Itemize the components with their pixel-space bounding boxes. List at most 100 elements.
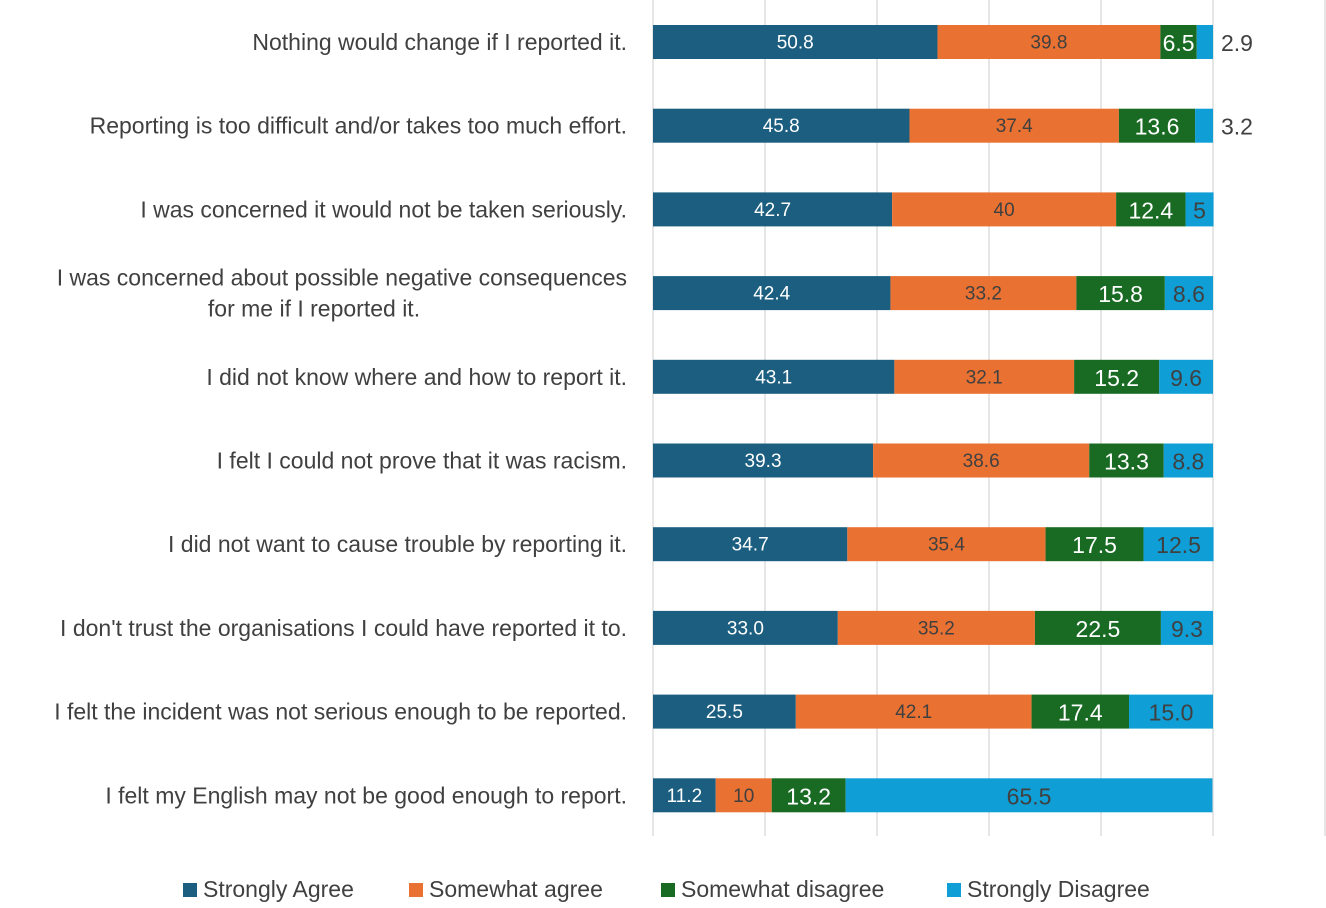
bar-segment xyxy=(873,443,1090,478)
data-label: 5 xyxy=(1193,197,1206,223)
legend: Strongly Agree Somewhat agree Somewhat dis… xyxy=(0,876,1326,908)
bar-segment xyxy=(1160,25,1197,59)
bar-segment xyxy=(937,25,1161,59)
category-label: I was concerned about possible negative … xyxy=(57,265,627,291)
bar-segment xyxy=(653,694,796,729)
legend-item: Somewhat disagree xyxy=(661,876,884,903)
bar-segment xyxy=(1076,276,1165,311)
data-label: 33.0 xyxy=(727,618,764,639)
bar-segment xyxy=(1196,25,1213,59)
data-label: 33.2 xyxy=(965,284,1002,305)
bar-segment xyxy=(1118,108,1196,143)
bar-segment xyxy=(1195,108,1213,143)
category-label: Nothing would change if I reported it. xyxy=(252,29,627,55)
data-labels: 50.8 39.8 6.5 2.9 45.8 37.4 13.6 3.2 42.7 40 12.4 5… xyxy=(667,30,1253,809)
category-label: I was concerned it would not be taken se… xyxy=(140,196,627,222)
legend-item: Strongly Agree xyxy=(183,876,354,903)
data-label: 8.6 xyxy=(1173,281,1205,307)
data-label: 35.2 xyxy=(918,618,955,639)
bar-segment xyxy=(1159,359,1213,394)
bar-segment xyxy=(715,778,772,813)
bar-segment xyxy=(795,694,1032,729)
bar-segment xyxy=(892,192,1117,227)
data-label: 40 xyxy=(994,200,1015,221)
bar-segment xyxy=(1031,694,1129,729)
data-label: 35.4 xyxy=(928,535,965,556)
legend-label: Strongly Disagree xyxy=(967,876,1150,902)
legend-label: Strongly Agree xyxy=(203,876,354,902)
bars xyxy=(653,25,1214,813)
data-label: 22.5 xyxy=(1076,616,1121,642)
data-label: 37.4 xyxy=(996,116,1033,137)
data-label: 13.2 xyxy=(786,783,831,809)
category-label: Reporting is too difficult and/or takes … xyxy=(90,113,627,139)
data-label: 45.8 xyxy=(763,116,800,137)
data-label: 10 xyxy=(733,786,754,807)
data-label: 2.9 xyxy=(1221,30,1253,56)
legend-label: Somewhat agree xyxy=(429,876,603,902)
category-label: I felt my English may not be good enough… xyxy=(105,782,627,808)
legend-swatch xyxy=(409,882,423,897)
bar-segment xyxy=(890,276,1077,311)
data-label: 13.6 xyxy=(1135,114,1180,140)
data-label: 8.8 xyxy=(1172,449,1204,475)
data-label: 50.8 xyxy=(777,33,814,54)
category-label: I felt the incident was not serious enou… xyxy=(54,699,627,725)
legend-swatch xyxy=(947,882,961,897)
bar-segment xyxy=(1045,527,1144,562)
data-label: 15.8 xyxy=(1098,281,1143,307)
category-label: I did not want to cause trouble by repor… xyxy=(168,531,627,557)
data-label: 12.5 xyxy=(1156,532,1201,558)
data-label: 42.4 xyxy=(753,284,790,305)
data-label: 3.2 xyxy=(1221,114,1253,140)
bar-segment xyxy=(653,359,895,394)
data-label: 15.0 xyxy=(1149,700,1194,726)
data-label: 12.4 xyxy=(1128,197,1173,223)
bar-segment xyxy=(845,778,1213,813)
legend-swatch xyxy=(661,882,675,897)
bar-segment xyxy=(653,192,893,227)
bar-segment xyxy=(1034,610,1161,645)
data-label: 9.6 xyxy=(1170,365,1202,391)
data-label: 34.7 xyxy=(732,535,769,556)
bar-segment xyxy=(1089,443,1164,478)
data-label: 32.1 xyxy=(966,367,1003,388)
bar-segment xyxy=(1164,276,1213,311)
bar-segment xyxy=(653,108,910,143)
legend-item: Somewhat agree xyxy=(409,876,603,903)
data-label: 43.1 xyxy=(755,367,792,388)
legend-label: Somewhat disagree xyxy=(681,876,885,902)
bar-segment xyxy=(1163,443,1213,478)
bar-segment xyxy=(1185,192,1214,227)
bar-segment xyxy=(1143,527,1214,562)
data-label: 13.3 xyxy=(1104,449,1149,475)
legend-item: Strongly Disagree xyxy=(947,876,1150,903)
legend-swatch xyxy=(183,882,197,897)
bar-segment xyxy=(909,108,1119,143)
data-label: 42.7 xyxy=(754,200,791,221)
data-label: 42.1 xyxy=(895,702,932,723)
bar-segment xyxy=(653,443,874,478)
bar-segment xyxy=(653,276,891,311)
bar-segment xyxy=(653,25,938,59)
data-label: 25.5 xyxy=(706,702,743,723)
data-label: 65.5 xyxy=(1007,783,1052,809)
data-label: 15.2 xyxy=(1094,365,1139,391)
data-label: 6.5 xyxy=(1163,30,1195,56)
category-label: I felt I could not prove that it was rac… xyxy=(217,448,627,474)
data-label: 11.2 xyxy=(667,786,703,807)
category-labels: Nothing would change if I reported it. Re… xyxy=(54,29,627,808)
bar-segment xyxy=(653,778,716,813)
data-label: 17.5 xyxy=(1072,532,1117,558)
bar-segment xyxy=(653,610,838,645)
data-label: 17.4 xyxy=(1058,700,1103,726)
bar-segment xyxy=(771,778,846,813)
bar-segment xyxy=(1160,610,1213,645)
bar-segment xyxy=(1074,359,1160,394)
data-label: 39.3 xyxy=(745,451,782,472)
bar-segment xyxy=(1129,694,1213,729)
bar-segment xyxy=(837,610,1035,645)
category-label: for me if I reported it. xyxy=(208,296,420,322)
bar-segment xyxy=(1116,192,1186,227)
